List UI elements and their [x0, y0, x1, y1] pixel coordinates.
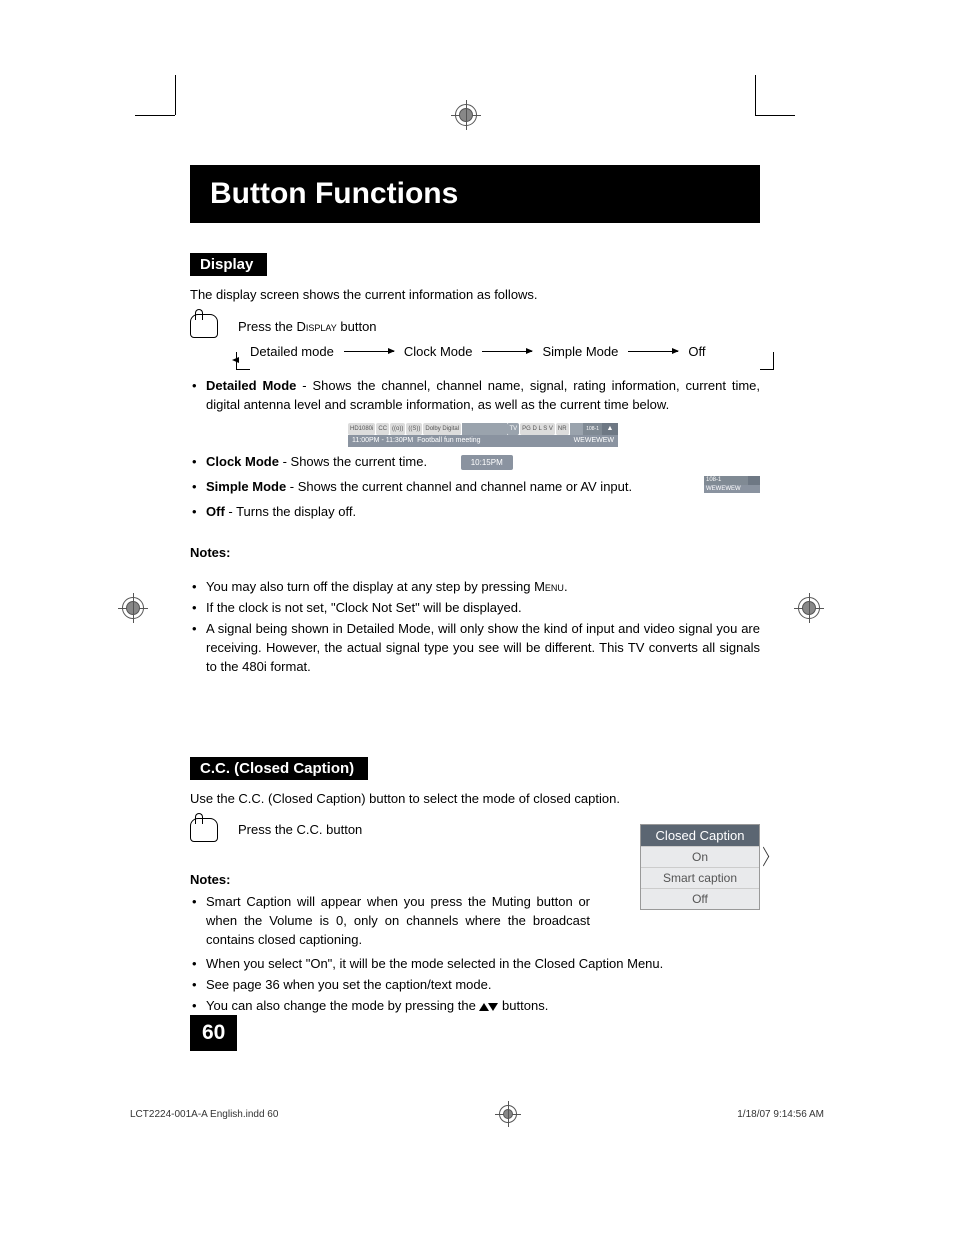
osd-channel-num: 108-1 — [586, 426, 599, 432]
footer: LCT2224-001A-A English.indd 60 1/18/07 9… — [130, 1105, 824, 1123]
display-note-2: If the clock is not set, "Clock Not Set"… — [190, 599, 760, 618]
cc-note-1: Smart Caption will appear when you press… — [190, 893, 590, 950]
page-title: Button Functions — [190, 165, 760, 223]
arrow-icon — [482, 351, 532, 352]
display-intro: The display screen shows the current inf… — [190, 286, 760, 304]
mode-detailed-item: Detailed Mode - Shows the channel, chann… — [190, 377, 760, 447]
osd-chip-rating: PG D L S V — [520, 423, 555, 435]
cc-menu-title: Closed Caption — [641, 825, 759, 846]
arrow-icon — [344, 351, 394, 352]
page-number: 60 — [190, 1015, 237, 1051]
osd-simple-preview: 108-1 WEWEWEW — [704, 476, 760, 493]
mode-off-item: Off - Turns the display off. — [190, 503, 760, 522]
crop-mark — [175, 75, 176, 115]
cc-notes-list-a: Smart Caption will appear when you press… — [190, 893, 590, 950]
display-note-3: A signal being shown in Detailed Mode, w… — [190, 620, 760, 677]
cc-note-3: See page 36 when you set the caption/tex… — [190, 976, 760, 995]
crop-mark — [755, 75, 756, 115]
press-cc-text: Press the C.C. button — [238, 822, 362, 837]
register-mark-icon — [499, 1105, 517, 1123]
flow-mode-off: Off — [688, 344, 705, 359]
osd-channel-block: 108-1 — [583, 423, 602, 435]
mode-detailed-label: Detailed Mode — [206, 378, 296, 393]
mode-clock-item: Clock Mode - Shows the current time. 10:… — [190, 453, 760, 472]
mode-off-text: - Turns the display off. — [225, 504, 356, 519]
osd-chip-nr: NR — [556, 423, 569, 435]
cc-note4-pre: You can also change the mode by pressing… — [206, 998, 479, 1013]
osd-chip-cc: CC — [376, 423, 389, 435]
osd-simple-chname: WEWEWEW — [704, 485, 760, 493]
flow-mode-detailed: Detailed mode — [250, 344, 334, 359]
section-header-display: Display — [190, 253, 267, 276]
osd-clock-preview: 10:15PM — [461, 455, 513, 471]
cc-menu-item-off: Off — [641, 888, 759, 909]
osd-channel-name: WEWEWEW — [574, 435, 614, 447]
osd-chip-tv: TV — [507, 423, 519, 435]
crop-mark — [135, 115, 175, 116]
note1-word: Menu — [534, 579, 564, 594]
cc-menu-item-on: On — [641, 846, 759, 867]
mode-simple-item: 108-1 WEWEWEW Simple Mode - Shows the cu… — [190, 478, 760, 497]
osd-time-range: 11:00PM - 11:30PM — [352, 437, 413, 444]
antenna-icon: ▲ — [602, 423, 618, 435]
press-prefix: Press the — [238, 319, 297, 334]
cc-note4-post: buttons. — [498, 998, 548, 1013]
osd-simple-ch: 108-1 — [704, 476, 748, 485]
section-header-cc: C.C. (Closed Caption) — [190, 757, 368, 780]
flow-mode-simple: Simple Mode — [542, 344, 618, 359]
register-mark-icon — [798, 597, 820, 619]
triangle-down-icon — [488, 1003, 498, 1011]
display-note-1: You may also turn off the display at any… — [190, 578, 760, 597]
osd-chip-audio1: ((o)) — [390, 423, 405, 435]
notes-header: Notes: — [190, 545, 760, 560]
mode-flow-diagram: Detailed mode Clock Mode Simple Mode Off — [250, 344, 760, 359]
arrow-icon — [628, 351, 678, 352]
cc-notes-list-b: When you select "On", it will be the mod… — [190, 955, 760, 1016]
mode-off-label: Off — [206, 504, 225, 519]
notes-header: Notes: — [190, 872, 590, 887]
mode-simple-label: Simple Mode — [206, 479, 286, 494]
osd-chip-hd: HD1080i — [348, 423, 375, 435]
mode-simple-text: - Shows the current channel and channel … — [286, 479, 632, 494]
press-display-text: Press the Display button — [238, 319, 377, 334]
cc-intro: Use the C.C. (Closed Caption) button to … — [190, 790, 760, 808]
footer-filename: LCT2224-001A-A English.indd 60 — [130, 1109, 278, 1120]
closed-caption-menu: Closed Caption On Smart caption Off — [640, 824, 760, 910]
osd-detailed-preview: HD1080i CC ((o)) ((S)) Dolby Digital TV … — [348, 423, 618, 447]
antenna-icon — [748, 476, 760, 485]
cc-note-4: You can also change the mode by pressing… — [190, 997, 760, 1016]
register-mark-icon — [122, 597, 144, 619]
osd-program: Football fun meeting — [417, 437, 480, 444]
press-word: Display — [297, 319, 337, 334]
flow-mode-clock: Clock Mode — [404, 344, 473, 359]
display-mode-list: Detailed Mode - Shows the channel, chann… — [190, 377, 760, 521]
note1-post: . — [564, 579, 568, 594]
press-suffix: button — [337, 319, 377, 334]
mode-clock-label: Clock Mode — [206, 454, 279, 469]
display-notes-list: You may also turn off the display at any… — [190, 578, 760, 676]
hand-press-icon — [190, 314, 218, 338]
cc-menu-item-smart: Smart caption — [641, 867, 759, 888]
cc-note-2: When you select "On", it will be the mod… — [190, 955, 760, 974]
crop-mark — [755, 115, 795, 116]
hand-press-icon — [190, 818, 218, 842]
note1-pre: You may also turn off the display at any… — [206, 579, 534, 594]
osd-chip-dolby: Dolby Digital — [423, 423, 461, 435]
mode-clock-text: - Shows the current time. — [279, 454, 427, 469]
footer-timestamp: 1/18/07 9:14:56 AM — [737, 1109, 824, 1120]
page-content: Button Functions Display The display scr… — [190, 115, 760, 1016]
osd-chip-audio2: ((S)) — [406, 423, 422, 435]
